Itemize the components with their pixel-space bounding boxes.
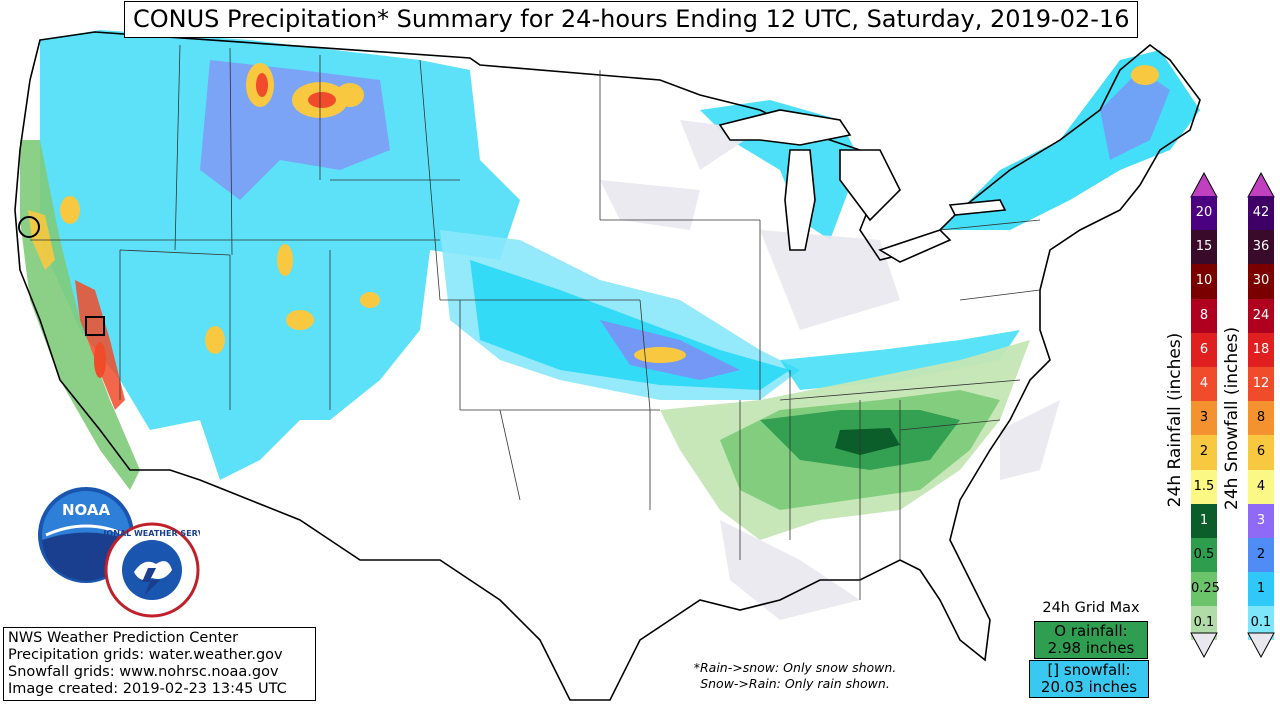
- credit-line: NWS Weather Prediction Center: [8, 630, 239, 646]
- grid-max-rainfall-label: O rainfall:: [1054, 622, 1128, 640]
- credit-line: Image created: 2019-02-23 13:45 UTC: [8, 681, 287, 697]
- state-borders: [30, 44, 1041, 600]
- grid-max-rainfall-value: 2.98 inches: [1047, 639, 1135, 657]
- rain-scale-top-arrow: [1190, 172, 1218, 198]
- rain-level-cell: 20: [1191, 196, 1217, 231]
- snow-level-cell: 1: [1248, 572, 1274, 607]
- rain-scale-bar: 20 15 10 8 6 4 3 2 1.5 1 0.5 0.25 0.1: [1191, 196, 1220, 641]
- rain-scale-label: 24h Rainfall (inches): [1165, 332, 1185, 508]
- note-line: *Rain->snow: Only snow shown.: [693, 660, 897, 675]
- rain-level-cell: 8: [1191, 298, 1217, 333]
- rain-level-cell: 1.5: [1191, 469, 1217, 504]
- great-lakes: [718, 109, 1007, 263]
- western-hot-cores: [94, 73, 336, 378]
- snow-level-cell: 24: [1248, 298, 1274, 333]
- nws-logo-text: NATIONAL WEATHER SERVICE: [104, 529, 200, 538]
- note-line: Snow->Rain: Only rain shown.: [700, 676, 890, 691]
- lake-huron: [839, 149, 901, 222]
- grid-max-rainfall: O rainfall: 2.98 inches: [1034, 621, 1148, 659]
- rain-scale-bottom-arrow: [1190, 632, 1218, 658]
- snow-level-cell: 8: [1248, 401, 1274, 436]
- lake-michigan: [784, 149, 816, 251]
- rain-level-cell: 6: [1191, 332, 1217, 367]
- snow-level-cell: 12: [1248, 366, 1274, 402]
- grid-max-snowfall: [] snowfall: 20.03 inches: [1029, 660, 1149, 698]
- snow-scale-label: 24h Snowfall (inches): [1222, 326, 1242, 510]
- snow-level-cell: 36: [1248, 230, 1274, 265]
- pacific-coast-rain: [20, 140, 140, 490]
- western-hot-spots: [60, 63, 1159, 363]
- rain-level-cell: 2: [1191, 435, 1217, 470]
- page-title: CONUS Precipitation* Summary for 24-hour…: [124, 1, 1139, 38]
- grid-max-heading: 24h Grid Max: [1042, 600, 1140, 616]
- rain-level-cell: 15: [1191, 230, 1217, 265]
- rainfall-max-marker: [18, 216, 40, 238]
- snow-scale-top-arrow: [1247, 172, 1275, 198]
- lake-ontario: [948, 199, 1007, 216]
- snowfall-max-marker: [85, 316, 105, 336]
- snow-level-cell: 4: [1248, 469, 1274, 504]
- rain-level-cell: 4: [1191, 366, 1217, 402]
- nws-logo-icon: NATIONAL WEATHER SERVICE: [104, 522, 200, 618]
- grid-max-snowfall-label: [] snowfall:: [1047, 661, 1131, 679]
- southeast-rain-max: [835, 428, 900, 455]
- rain-level-cell: 10: [1191, 264, 1217, 299]
- snow-level-cell: 18: [1248, 332, 1274, 367]
- credit-line: Snowfall grids: www.nohrsc.noaa.gov: [8, 664, 279, 680]
- central-snow-band: [470, 260, 790, 390]
- rain-level-cell: 3: [1191, 401, 1217, 436]
- credit-line: Precipitation grids: water.weather.gov: [8, 647, 283, 663]
- noaa-logo-text: NOAA: [62, 501, 111, 519]
- snow-level-cell: 2: [1248, 537, 1274, 573]
- rain-level-cell: 0.25: [1191, 572, 1220, 607]
- rain-level-cell: 1: [1191, 503, 1217, 538]
- snow-level-cell: 6: [1248, 435, 1274, 470]
- rain-level-cell: 0.5: [1191, 537, 1217, 573]
- grid-max-snowfall-value: 20.03 inches: [1040, 678, 1138, 696]
- ohio-snow-band: [780, 330, 1020, 390]
- lake-erie: [878, 229, 952, 263]
- snow-level-cell: 3: [1248, 503, 1274, 538]
- credits-box: NWS Weather Prediction Center Precipitat…: [3, 627, 316, 701]
- snow-scale-bottom-arrow: [1247, 632, 1275, 658]
- snow-level-cell: 42: [1248, 196, 1274, 231]
- rain-snow-note: *Rain->snow: Only snow shown. Snow->Rain…: [660, 660, 930, 692]
- lake-superior: [718, 109, 852, 146]
- northeast-snow-heavy: [1100, 70, 1170, 160]
- snow-level-cell: 30: [1248, 264, 1274, 299]
- snow-scale-bar: 42 36 30 24 18 12 8 6 4 3 2 1 0.1: [1248, 196, 1274, 641]
